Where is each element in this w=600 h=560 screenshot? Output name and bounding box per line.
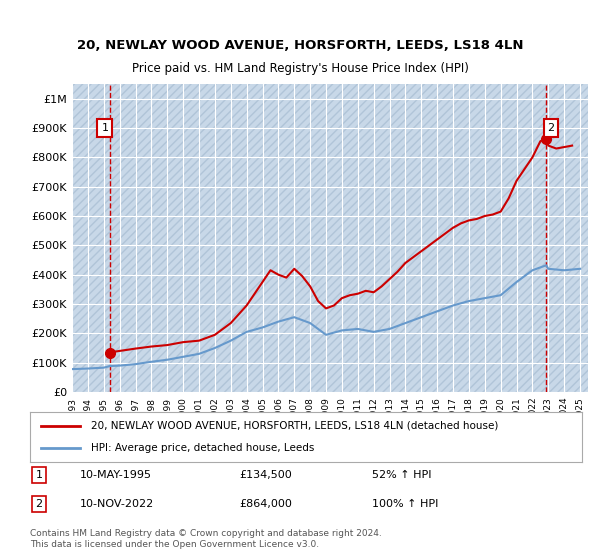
Text: 20, NEWLAY WOOD AVENUE, HORSFORTH, LEEDS, LS18 4LN: 20, NEWLAY WOOD AVENUE, HORSFORTH, LEEDS… [77,39,523,52]
Text: 10-MAY-1995: 10-MAY-1995 [80,470,152,480]
Text: £134,500: £134,500 [240,470,293,480]
Text: Contains HM Land Registry data © Crown copyright and database right 2024.
This d: Contains HM Land Registry data © Crown c… [30,529,382,549]
Text: £864,000: £864,000 [240,499,293,509]
Text: 2: 2 [35,499,43,509]
Text: 1: 1 [101,123,109,133]
Text: 100% ↑ HPI: 100% ↑ HPI [372,499,439,509]
Text: 2: 2 [547,123,554,133]
Text: HPI: Average price, detached house, Leeds: HPI: Average price, detached house, Leed… [91,443,314,453]
Text: 1: 1 [35,470,43,480]
Text: Price paid vs. HM Land Registry's House Price Index (HPI): Price paid vs. HM Land Registry's House … [131,62,469,74]
Text: 20, NEWLAY WOOD AVENUE, HORSFORTH, LEEDS, LS18 4LN (detached house): 20, NEWLAY WOOD AVENUE, HORSFORTH, LEEDS… [91,421,498,431]
Text: 52% ↑ HPI: 52% ↑ HPI [372,470,432,480]
Text: 10-NOV-2022: 10-NOV-2022 [80,499,154,509]
